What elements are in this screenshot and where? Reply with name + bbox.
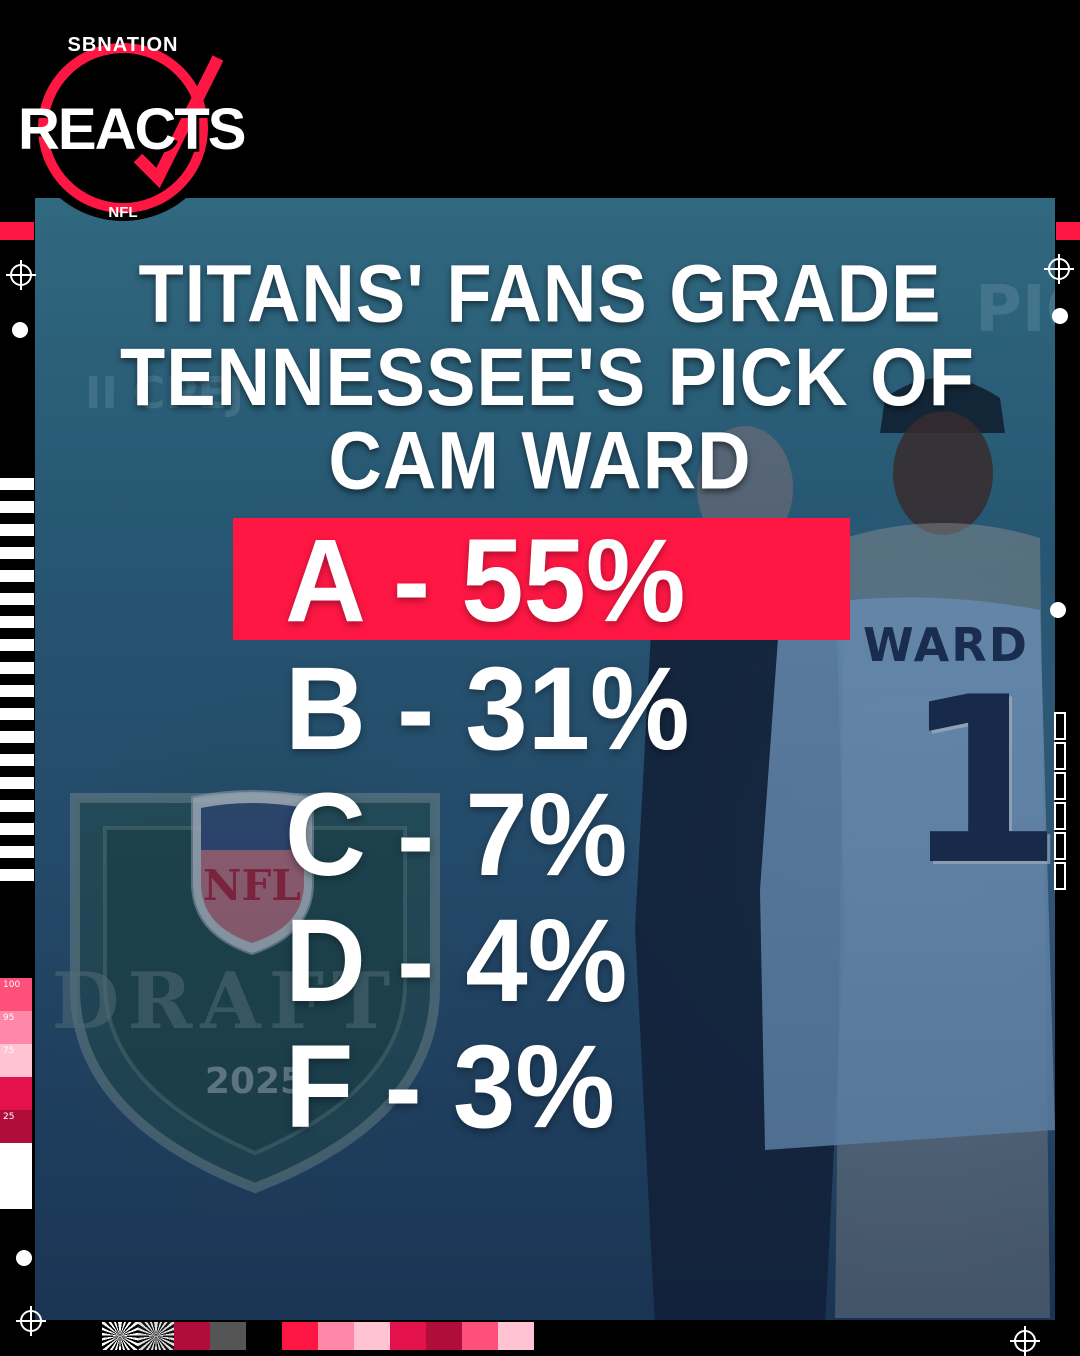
result-grade-b: B - 31% xyxy=(285,642,690,775)
right-box-decoration xyxy=(1054,712,1066,892)
result-grade-f: F - 3% xyxy=(285,1020,615,1153)
result-grade-c: C - 7% xyxy=(285,768,628,901)
top-result-highlight xyxy=(233,518,850,640)
accent-tab-right xyxy=(1056,222,1080,240)
dot-icon xyxy=(1050,602,1066,618)
jersey-name: WARD xyxy=(863,618,1029,672)
crosshair-icon xyxy=(1010,1326,1040,1356)
heat-label: 95 xyxy=(3,1013,15,1023)
crosshair-icon xyxy=(6,260,36,290)
heat-label: 75 xyxy=(3,1046,15,1056)
logo-league: NFL xyxy=(108,204,138,221)
jersey-graphic xyxy=(760,597,1055,1150)
heat-label: 25 xyxy=(3,1112,15,1122)
headline: TITANS' FANS GRADE TENNESSEE'S PICK OF C… xyxy=(120,247,975,507)
logo-title: REACTS xyxy=(18,97,246,162)
logo-ring-icon xyxy=(25,25,224,221)
bottom-color-strip xyxy=(102,1322,534,1350)
result-grade-a: A - 55% xyxy=(285,514,686,647)
crosshair-icon xyxy=(1044,254,1074,284)
logo-network: SBNATION xyxy=(67,34,179,56)
sbnation-reacts-logo: SBNATION REACTS NFL xyxy=(18,18,246,228)
scoreboard-text-right: PIC xyxy=(975,273,1055,347)
heat-label: 100 xyxy=(3,980,21,990)
jersey-number: 1 xyxy=(903,649,1055,916)
headline-line-3: CAM WARD xyxy=(328,414,752,507)
dot-icon xyxy=(12,322,28,338)
background-photo: II CPEJ PIC 2025 DRAFT NFL WARD 1 xyxy=(35,198,1055,1320)
accent-tab-left xyxy=(0,222,34,240)
result-grade-d: D - 4% xyxy=(285,894,628,1027)
dot-icon xyxy=(1052,308,1068,324)
stripe-decoration xyxy=(0,478,34,883)
headline-line-1: TITANS' FANS GRADE xyxy=(138,247,942,339)
heat-scale: 100 95 75 25 xyxy=(0,978,32,1209)
crosshair-icon xyxy=(16,1306,46,1336)
dot-icon xyxy=(16,1250,32,1266)
headline-line-2: TENNESSEE'S PICK OF xyxy=(120,331,975,423)
